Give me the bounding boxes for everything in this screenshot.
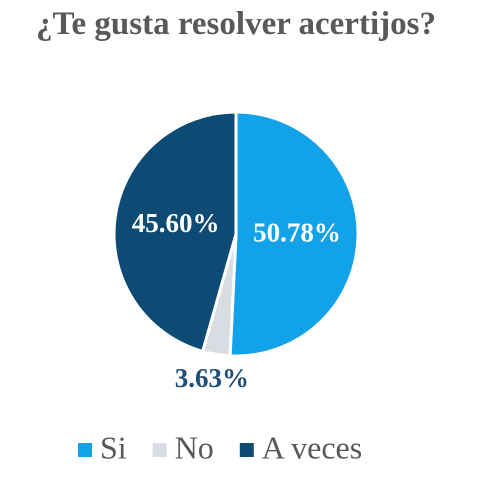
legend-swatch bbox=[239, 443, 254, 457]
data-label: 3.63% bbox=[175, 363, 249, 393]
legend-swatch bbox=[152, 443, 167, 457]
chart-title: ¿Te gusta resolver acertijos? bbox=[36, 6, 436, 42]
data-label: 45.60% bbox=[132, 208, 220, 238]
pie-slice bbox=[112, 110, 238, 354]
legend-label: No bbox=[175, 429, 214, 465]
legend-label: A veces bbox=[262, 429, 362, 465]
legend-swatch bbox=[78, 443, 92, 457]
legend-label: Si bbox=[100, 429, 127, 465]
data-label: 50.78% bbox=[253, 218, 341, 248]
pie-slice bbox=[228, 110, 360, 358]
